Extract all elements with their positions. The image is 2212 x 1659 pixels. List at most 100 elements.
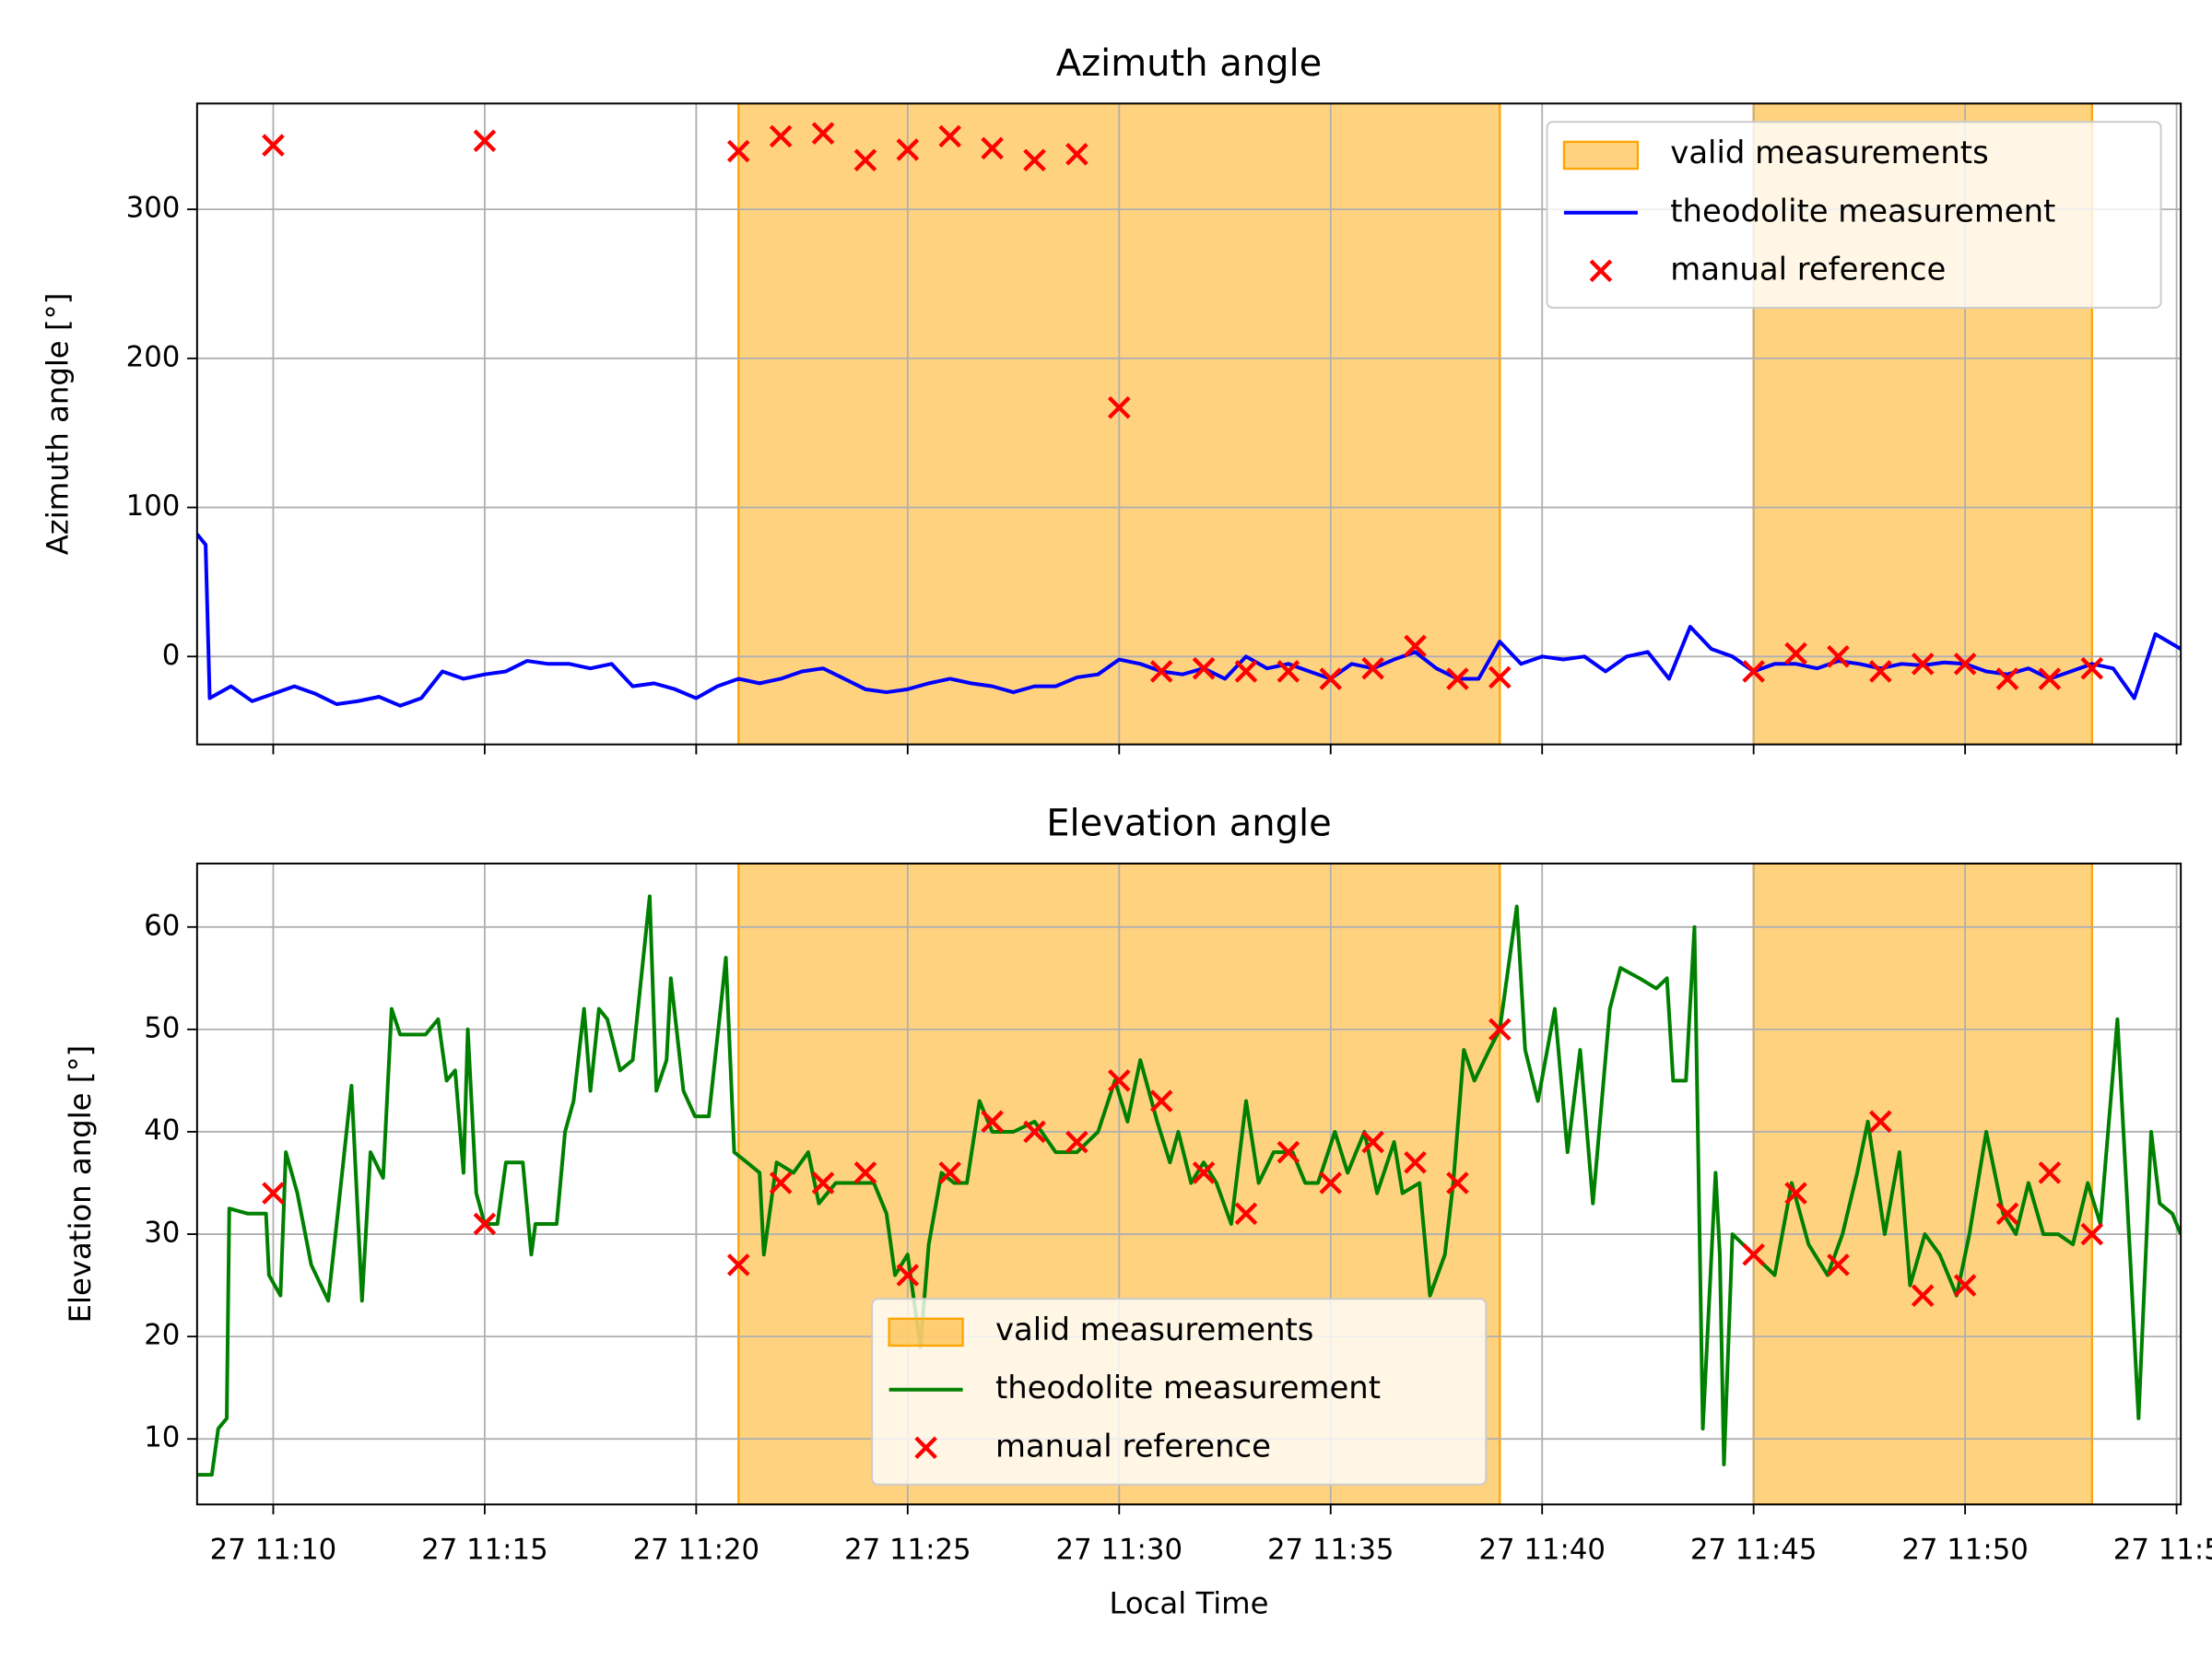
reference-marker [1488,665,1512,689]
reference-marker [1446,1171,1469,1194]
x-tick-label: 27 11:25 [844,1534,971,1567]
legend-label: valid measurements [995,1312,1313,1347]
reference-marker [2080,1222,2104,1246]
reference-marker [853,1161,877,1184]
reference-marker [1234,1202,1258,1226]
reference-marker [1023,1120,1046,1144]
reference-marker [938,124,962,148]
legend-label: valid measurements [1670,135,1988,171]
legend-box [871,1298,1488,1486]
axes-frame [195,102,2183,746]
x-tick-label: 27 11:20 [633,1534,760,1567]
x-tick-label: 27 11:35 [1267,1534,1394,1567]
reference-marker [473,129,497,153]
reference-marker [1404,1150,1427,1174]
reference-marker [1361,656,1384,680]
y-tick-label: 0 [162,639,181,672]
reference-marker [1192,1161,1216,1184]
legend-label: theodolite measurement [1670,193,2055,229]
x-tick-label: 27 11:40 [1478,1534,1606,1567]
legend-label: manual reference [1670,251,1946,287]
reference-marker [1446,667,1469,690]
reference-marker [1065,143,1088,166]
y-tick-label: 100 [126,489,181,523]
reference-marker [1827,644,1850,668]
x-axis-label: Local Time [1109,1586,1268,1621]
reference-marker [1488,1018,1512,1041]
chart-title: Elevation angle [1046,802,1332,844]
reference-marker [811,1171,835,1194]
reference-marker [1192,656,1216,680]
x-tick-label: 27 11:45 [1690,1534,1818,1567]
valid-span [1752,863,2093,1505]
y-tick-label: 60 [144,909,180,942]
legend-label: manual reference [995,1428,1271,1464]
x-tick-label: 27 11:15 [421,1534,548,1567]
legend-label: theodolite measurement [995,1370,1381,1406]
reference-marker [1784,641,1807,665]
reference-marker [726,1253,750,1277]
reference-marker [1742,660,1765,683]
reference-marker [1277,660,1300,683]
reference-marker [473,1212,497,1236]
reference-marker [811,122,835,145]
legend-marker-key [914,1436,937,1460]
reference-marker [262,1182,285,1205]
y-tick-label: 40 [144,1113,180,1147]
reference-marker [2038,1161,2062,1184]
reference-marker [896,138,920,161]
chart-title: Azimuth angle [1056,42,1323,85]
reference-marker [938,1161,962,1184]
x-tick-label: 27 11:10 [210,1534,337,1567]
y-tick-label: 20 [144,1319,180,1352]
reference-marker [1065,1130,1088,1154]
x-tick-label: 27 11:30 [1056,1534,1183,1567]
legend-span-key [1562,140,1640,171]
reference-marker [726,139,750,163]
reference-marker [1784,1182,1807,1205]
reference-marker [1869,1110,1892,1134]
reference-marker [1234,660,1258,683]
y-tick-label: 10 [144,1421,180,1454]
reference-marker [1107,1069,1131,1092]
y-tick-label: 200 [126,340,181,373]
x-tick-label: 27 11:55 [2113,1534,2212,1567]
y-tick-label: 300 [126,192,181,225]
reference-marker [2080,656,2104,680]
reference-marker [981,1110,1004,1134]
y-axis-label: Elevation angle [°] [63,1045,98,1324]
reference-marker [1149,1089,1173,1112]
reference-marker [1827,1253,1850,1277]
legend-box [1546,121,2162,309]
axes-frame [195,862,2183,1506]
reference-marker [769,124,793,148]
y-tick-label: 50 [144,1011,180,1044]
reference-marker [981,136,1004,160]
reference-marker [1995,667,2019,690]
reference-marker [1404,634,1427,658]
reference-marker [1023,148,1046,172]
reference-marker [1742,1242,1765,1266]
reference-marker [1361,1130,1384,1154]
reference-marker [1149,660,1173,683]
reference-marker [1911,653,1935,676]
reference-marker [1953,1274,1977,1297]
y-tick-label: 30 [144,1217,180,1250]
reference-marker [2038,667,2062,690]
reference-marker [1869,660,1892,683]
reference-marker [1107,395,1131,419]
legend-marker-key [1589,259,1613,283]
reference-marker [1911,1284,1935,1307]
reference-marker [769,1171,793,1194]
theodolite-line [196,894,2182,1477]
x-tick-label: 27 11:50 [1901,1534,2029,1567]
reference-marker [1277,1140,1300,1164]
reference-marker [853,148,877,172]
reference-marker [1995,1202,2019,1226]
legend-span-key [888,1317,964,1347]
reference-marker [1953,653,1977,676]
reference-marker [1319,1171,1343,1194]
y-axis-label: Azimuth angle [°] [41,293,76,556]
reference-marker [896,1264,920,1287]
